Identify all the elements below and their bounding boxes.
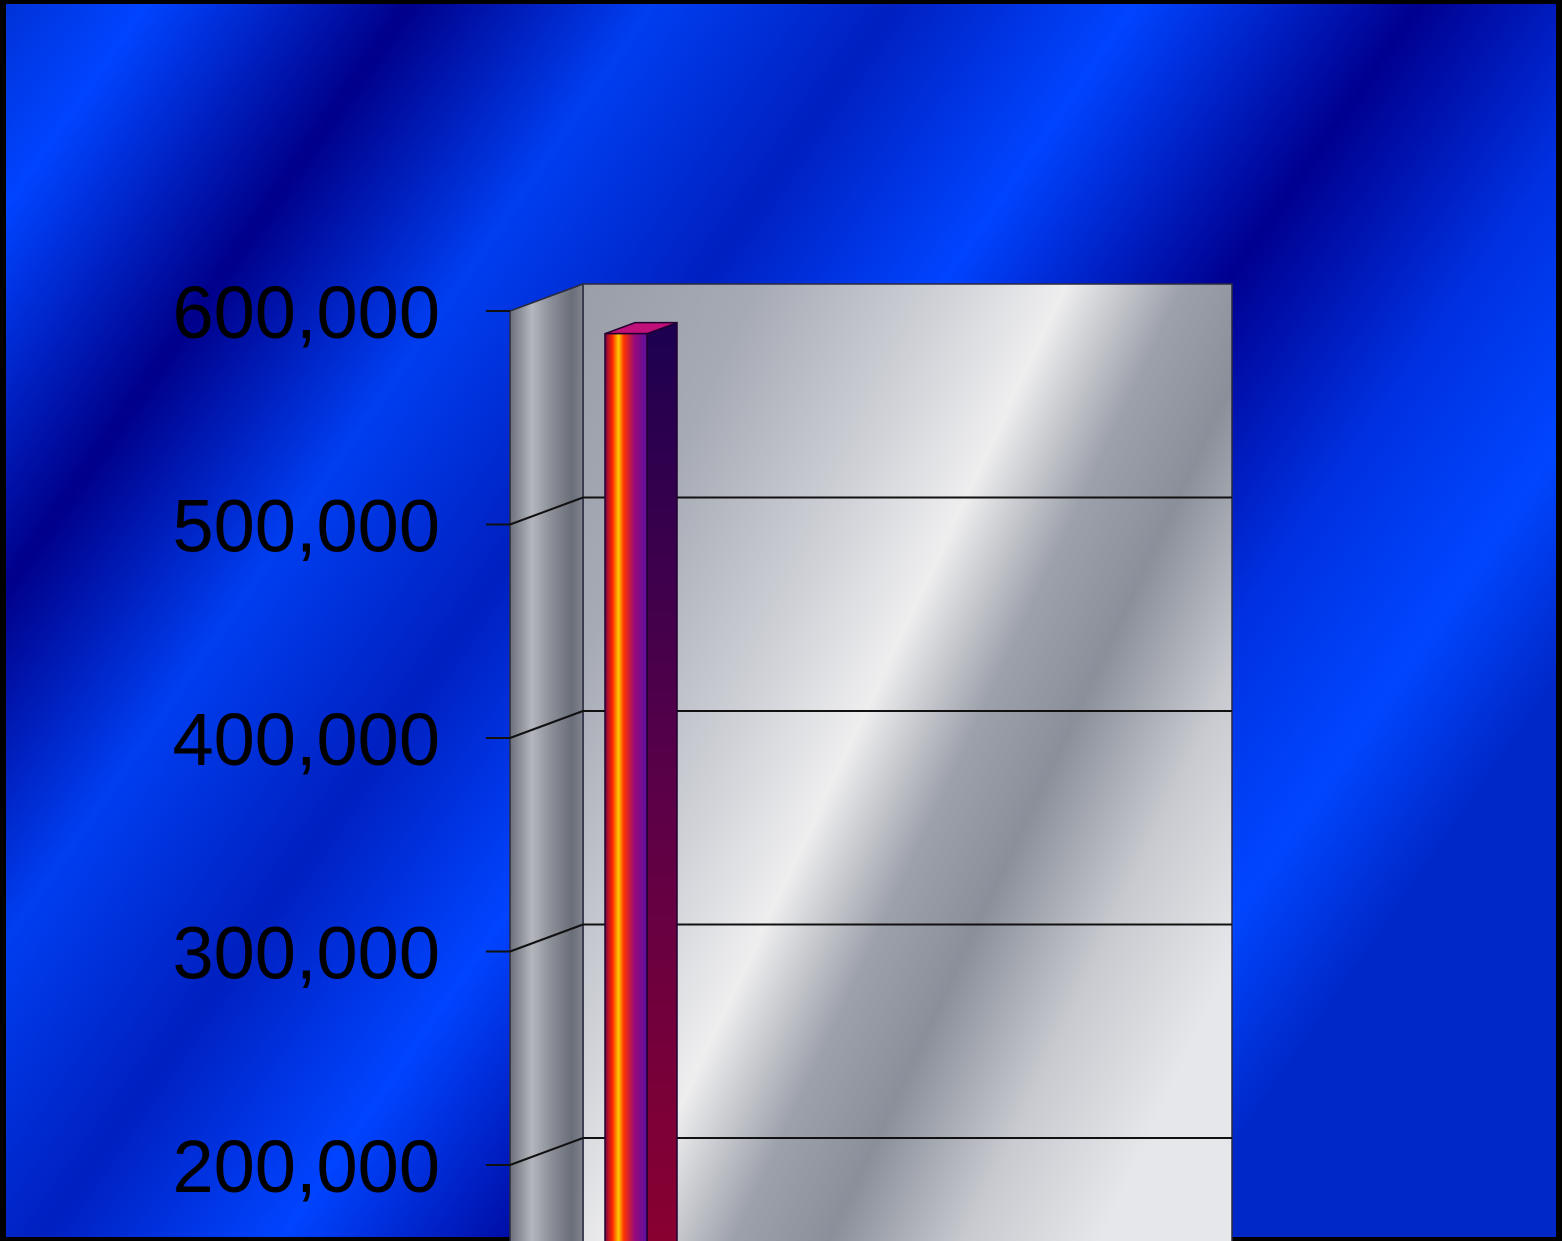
side-wall [509, 282, 584, 1241]
back-wall [582, 283, 1233, 1241]
bar-front-face [604, 332, 648, 1241]
gridline-side [509, 1137, 584, 1166]
bars [604, 321, 678, 1241]
gridline-side [509, 923, 584, 953]
bar [604, 321, 678, 1241]
y-tick-label: 600,000 [173, 271, 441, 354]
plot-walls [509, 282, 1233, 1241]
y-tick-label: 500,000 [173, 485, 441, 568]
gridline-side [509, 710, 584, 739]
y-axis: 200,000 300,000 400,000 500,000 600,000 [173, 271, 510, 1208]
y-tick-label: 200,000 [173, 1125, 441, 1208]
bar-side-face [646, 321, 678, 1241]
y-tick-label: 400,000 [173, 698, 441, 781]
gridlines [509, 496, 1232, 1166]
y-tick-label: 300,000 [173, 912, 441, 995]
gridline-side [509, 496, 584, 526]
